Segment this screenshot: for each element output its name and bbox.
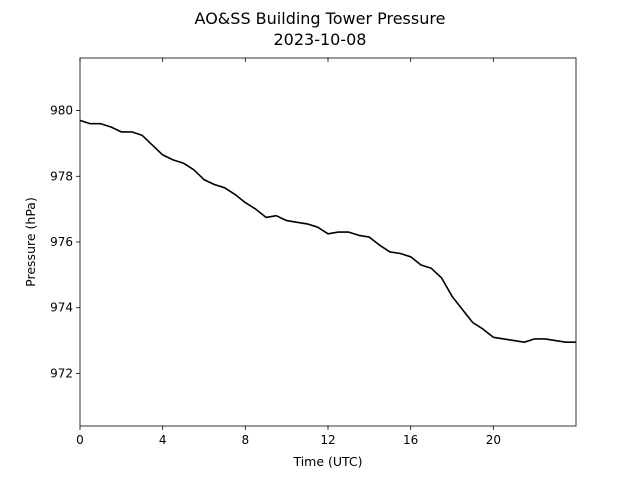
- y-tick-label: 974: [50, 301, 73, 315]
- x-tick-label: 16: [403, 433, 418, 447]
- y-axis-label: Pressure (hPa): [23, 197, 38, 287]
- x-axis-ticks: 0 4 8 12 16 20: [76, 58, 501, 447]
- x-tick-label: 12: [320, 433, 335, 447]
- y-tick-label: 976: [50, 235, 73, 249]
- y-tick-label: 972: [50, 366, 73, 380]
- series-layer: [79, 119, 576, 344]
- chart-subtitle: 2023-10-08: [274, 30, 367, 49]
- y-tick-label: 980: [50, 104, 73, 118]
- y-tick-label: 978: [50, 169, 73, 183]
- x-tick-label: 8: [242, 433, 250, 447]
- pressure-line: [79, 119, 576, 344]
- chart-title: AO&SS Building Tower Pressure: [195, 9, 446, 28]
- x-tick-label: 20: [486, 433, 501, 447]
- x-tick-label: 4: [159, 433, 167, 447]
- plot-area: [80, 58, 576, 426]
- x-axis-label: Time (UTC): [292, 454, 362, 469]
- y-axis-ticks: 972 974 976 978 980: [50, 104, 80, 380]
- x-tick-label: 0: [76, 433, 84, 447]
